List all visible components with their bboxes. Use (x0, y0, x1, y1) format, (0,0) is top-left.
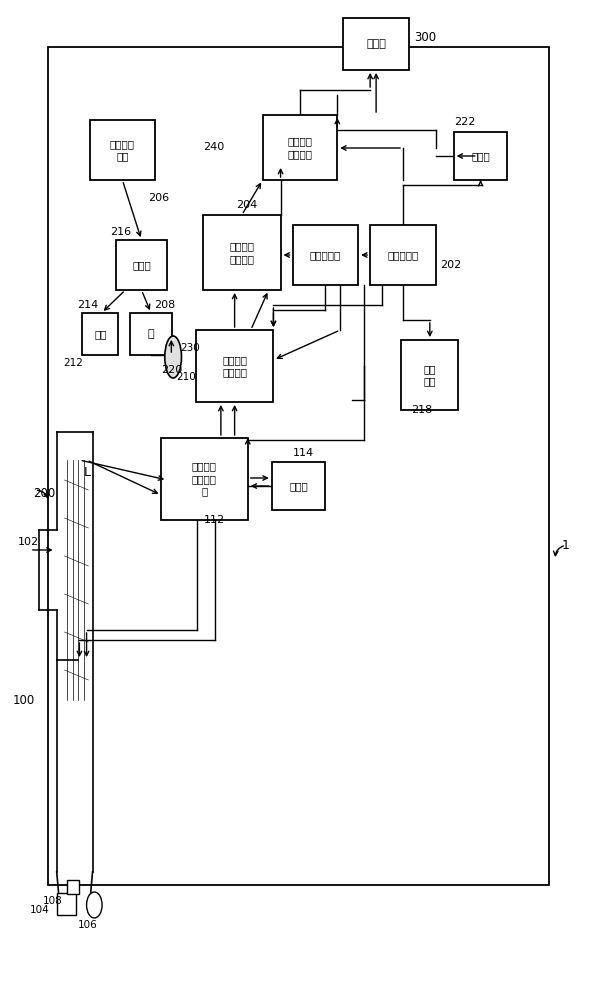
Text: 灯: 灯 (147, 329, 155, 339)
Text: 特殊图像
处理电路: 特殊图像 处理电路 (229, 241, 254, 264)
Text: 230: 230 (180, 343, 200, 353)
Text: 202: 202 (441, 260, 462, 270)
Ellipse shape (165, 336, 181, 378)
FancyBboxPatch shape (203, 215, 281, 290)
FancyBboxPatch shape (67, 880, 79, 894)
Text: 214: 214 (78, 300, 99, 310)
FancyBboxPatch shape (116, 240, 167, 290)
FancyBboxPatch shape (57, 893, 76, 915)
FancyBboxPatch shape (263, 115, 337, 180)
Text: 电机: 电机 (94, 329, 106, 339)
Text: 后级信号
处理电路: 后级信号 处理电路 (288, 136, 312, 159)
Text: 218: 218 (411, 405, 432, 415)
Text: 114: 114 (293, 448, 313, 458)
Text: 222: 222 (454, 117, 475, 127)
Text: 240: 240 (203, 142, 224, 152)
FancyBboxPatch shape (401, 340, 458, 410)
FancyBboxPatch shape (196, 330, 273, 402)
Text: 存储器: 存储器 (289, 481, 308, 491)
Text: 112: 112 (204, 515, 225, 525)
Text: 210: 210 (176, 372, 196, 382)
Text: 108: 108 (43, 896, 63, 906)
Text: 时序控制器: 时序控制器 (310, 250, 341, 260)
Text: 216: 216 (110, 227, 131, 237)
Text: L: L (84, 466, 91, 480)
FancyBboxPatch shape (90, 120, 155, 180)
Text: 存储器: 存储器 (471, 151, 490, 161)
FancyBboxPatch shape (161, 438, 248, 520)
Text: 206: 206 (148, 193, 169, 203)
Text: 104: 104 (30, 905, 50, 915)
Circle shape (87, 892, 102, 918)
Text: 操作
面板: 操作 面板 (423, 364, 436, 386)
Text: 220: 220 (161, 365, 183, 375)
FancyBboxPatch shape (454, 132, 507, 180)
FancyBboxPatch shape (293, 225, 358, 285)
Text: 212: 212 (63, 358, 83, 368)
Text: 监视器: 监视器 (366, 39, 386, 49)
Text: 200: 200 (33, 487, 55, 500)
FancyBboxPatch shape (48, 47, 549, 885)
FancyBboxPatch shape (370, 225, 436, 285)
Text: 前级信号
处理电路: 前级信号 处理电路 (222, 355, 247, 377)
Text: 100: 100 (13, 694, 35, 706)
FancyBboxPatch shape (82, 313, 118, 355)
Text: 106: 106 (78, 920, 98, 930)
Text: 灯电源点
火器: 灯电源点 火器 (110, 139, 135, 161)
Text: 204: 204 (236, 200, 257, 210)
Text: 208: 208 (154, 300, 176, 310)
Text: 驱动器: 驱动器 (133, 260, 151, 270)
FancyBboxPatch shape (343, 18, 409, 70)
Text: 300: 300 (414, 31, 436, 44)
FancyBboxPatch shape (272, 462, 325, 510)
Text: 1: 1 (561, 539, 569, 552)
FancyBboxPatch shape (130, 313, 172, 355)
Text: 驱动器信
号处理电
路: 驱动器信 号处理电 路 (192, 462, 217, 496)
Text: 102: 102 (18, 537, 39, 547)
Text: 系统控制器: 系统控制器 (387, 250, 418, 260)
